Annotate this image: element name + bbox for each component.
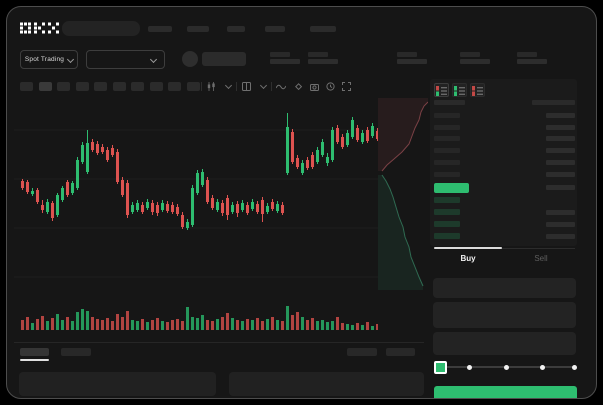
coin-avatar xyxy=(182,51,198,67)
fullscreen-icon[interactable] xyxy=(338,82,354,91)
ticker-stat-label xyxy=(460,52,480,57)
ask-price-placeholder[interactable] xyxy=(434,124,460,130)
ticker-stat-label xyxy=(397,52,417,57)
bid-size-placeholder xyxy=(546,222,575,227)
last-price-size-placeholder xyxy=(546,185,575,190)
ticker-stat-label xyxy=(517,52,537,57)
ask-size-placeholder xyxy=(546,136,575,142)
volume-bars xyxy=(21,306,378,330)
section-divider xyxy=(14,342,424,343)
chevron-down-icon[interactable] xyxy=(220,81,236,90)
camera-icon[interactable] xyxy=(306,83,322,91)
toolbar-divider xyxy=(201,82,202,91)
timeframe-pill[interactable] xyxy=(75,82,89,91)
chevron-down-icon[interactable] xyxy=(255,81,271,90)
ask-price-placeholder[interactable] xyxy=(434,171,460,177)
order-total-field[interactable] xyxy=(433,332,576,355)
pair-name-placeholder[interactable] xyxy=(202,52,246,66)
timeframe-pill[interactable] xyxy=(131,82,144,91)
ask-size-placeholder xyxy=(546,124,575,130)
book-both-icon[interactable] xyxy=(434,83,449,97)
slider-handle[interactable] xyxy=(434,361,447,374)
nav-item-placeholder[interactable] xyxy=(265,26,285,32)
bid-size-placeholder xyxy=(546,210,575,215)
ask-size-placeholder xyxy=(546,148,575,154)
bottom-tab-indicator xyxy=(20,359,49,361)
buy-tab-indicator xyxy=(434,247,502,249)
timeframe-pill[interactable] xyxy=(94,82,107,91)
chart-toolbar-icons xyxy=(201,81,354,92)
nav-item-placeholder[interactable] xyxy=(187,26,209,32)
toolbar-divider xyxy=(236,82,237,91)
nav-item-placeholder[interactable] xyxy=(148,26,172,32)
search-input[interactable] xyxy=(62,21,140,36)
ticker-stat-label xyxy=(270,52,290,57)
bottom-tab-active[interactable] xyxy=(20,348,49,356)
chevron-down-icon xyxy=(67,55,75,63)
ticker-stat-label xyxy=(308,52,328,57)
okx-logo[interactable] xyxy=(20,22,59,34)
slider-stop[interactable] xyxy=(504,365,509,370)
chevron-down-icon xyxy=(149,55,158,64)
bid-price-placeholder[interactable] xyxy=(434,221,460,227)
ask-size-placeholder xyxy=(546,113,575,118)
slider-stop[interactable] xyxy=(467,365,472,370)
bid-size-placeholder xyxy=(546,234,575,239)
draw-pencil-icon[interactable] xyxy=(290,82,306,91)
tab-buy[interactable]: Buy xyxy=(460,254,476,263)
bottom-panel-right[interactable] xyxy=(229,372,424,396)
timeframe-pill[interactable] xyxy=(112,82,126,91)
candlestick-chart[interactable] xyxy=(14,98,378,294)
history-clock-icon[interactable] xyxy=(322,82,338,91)
bottom-action-pill[interactable] xyxy=(347,348,377,356)
timeframe-pill[interactable] xyxy=(186,82,200,91)
toolbar-divider xyxy=(271,82,272,91)
orderbook-col-header xyxy=(532,100,575,105)
indicators-wave-icon[interactable] xyxy=(272,83,290,91)
ask-price-placeholder[interactable] xyxy=(434,113,460,118)
ticker-stat-value xyxy=(517,59,547,64)
bid-price-placeholder[interactable] xyxy=(434,209,460,215)
book-asks-icon[interactable] xyxy=(470,83,485,97)
trading-mode-label: Spot Trading xyxy=(24,56,65,63)
orderbook-col-header xyxy=(434,100,465,105)
ticker-stat-value xyxy=(397,59,427,64)
ask-price-placeholder[interactable] xyxy=(434,159,460,165)
trade-tabs-divider xyxy=(434,248,575,249)
bottom-tab[interactable] xyxy=(61,348,91,356)
app-canvas: Spot Trading xyxy=(7,7,596,398)
ticker-stat-value xyxy=(460,59,490,64)
last-price-bar[interactable] xyxy=(434,183,469,193)
layout-icon[interactable] xyxy=(237,82,255,91)
app-window: Spot Trading xyxy=(6,6,597,399)
book-bids-icon[interactable] xyxy=(452,83,467,97)
slider-stop[interactable] xyxy=(540,365,545,370)
ask-price-placeholder[interactable] xyxy=(434,136,460,142)
ticker-stat-value xyxy=(270,59,300,64)
bottom-action-pill[interactable] xyxy=(386,348,415,356)
timeframe-pill-active[interactable] xyxy=(38,82,52,91)
ask-size-placeholder xyxy=(546,159,575,165)
nav-item-placeholder[interactable] xyxy=(227,26,245,32)
timeframe-pill[interactable] xyxy=(168,82,181,91)
bid-price-placeholder[interactable] xyxy=(434,233,460,239)
timeframe-pill[interactable] xyxy=(20,82,33,91)
candle-style-icon[interactable] xyxy=(202,82,220,91)
buy-submit-button[interactable] xyxy=(434,386,577,398)
slider-stop[interactable] xyxy=(572,365,577,370)
order-price-field[interactable] xyxy=(433,278,576,298)
nav-item-placeholder[interactable] xyxy=(310,26,336,32)
bid-price-placeholder[interactable] xyxy=(434,197,460,203)
depth-chart xyxy=(378,98,428,290)
tab-sell[interactable]: Sell xyxy=(534,254,548,263)
ticker-stat-value xyxy=(308,59,338,64)
timeframe-pill[interactable] xyxy=(57,82,70,91)
timeframe-pill[interactable] xyxy=(149,82,163,91)
pair-selector[interactable] xyxy=(86,50,165,69)
bottom-panel-left[interactable] xyxy=(19,372,216,396)
order-amount-field[interactable] xyxy=(433,302,576,328)
trading-mode-selector[interactable]: Spot Trading xyxy=(20,50,78,69)
ask-price-placeholder[interactable] xyxy=(434,148,460,154)
ask-size-placeholder xyxy=(546,171,575,177)
